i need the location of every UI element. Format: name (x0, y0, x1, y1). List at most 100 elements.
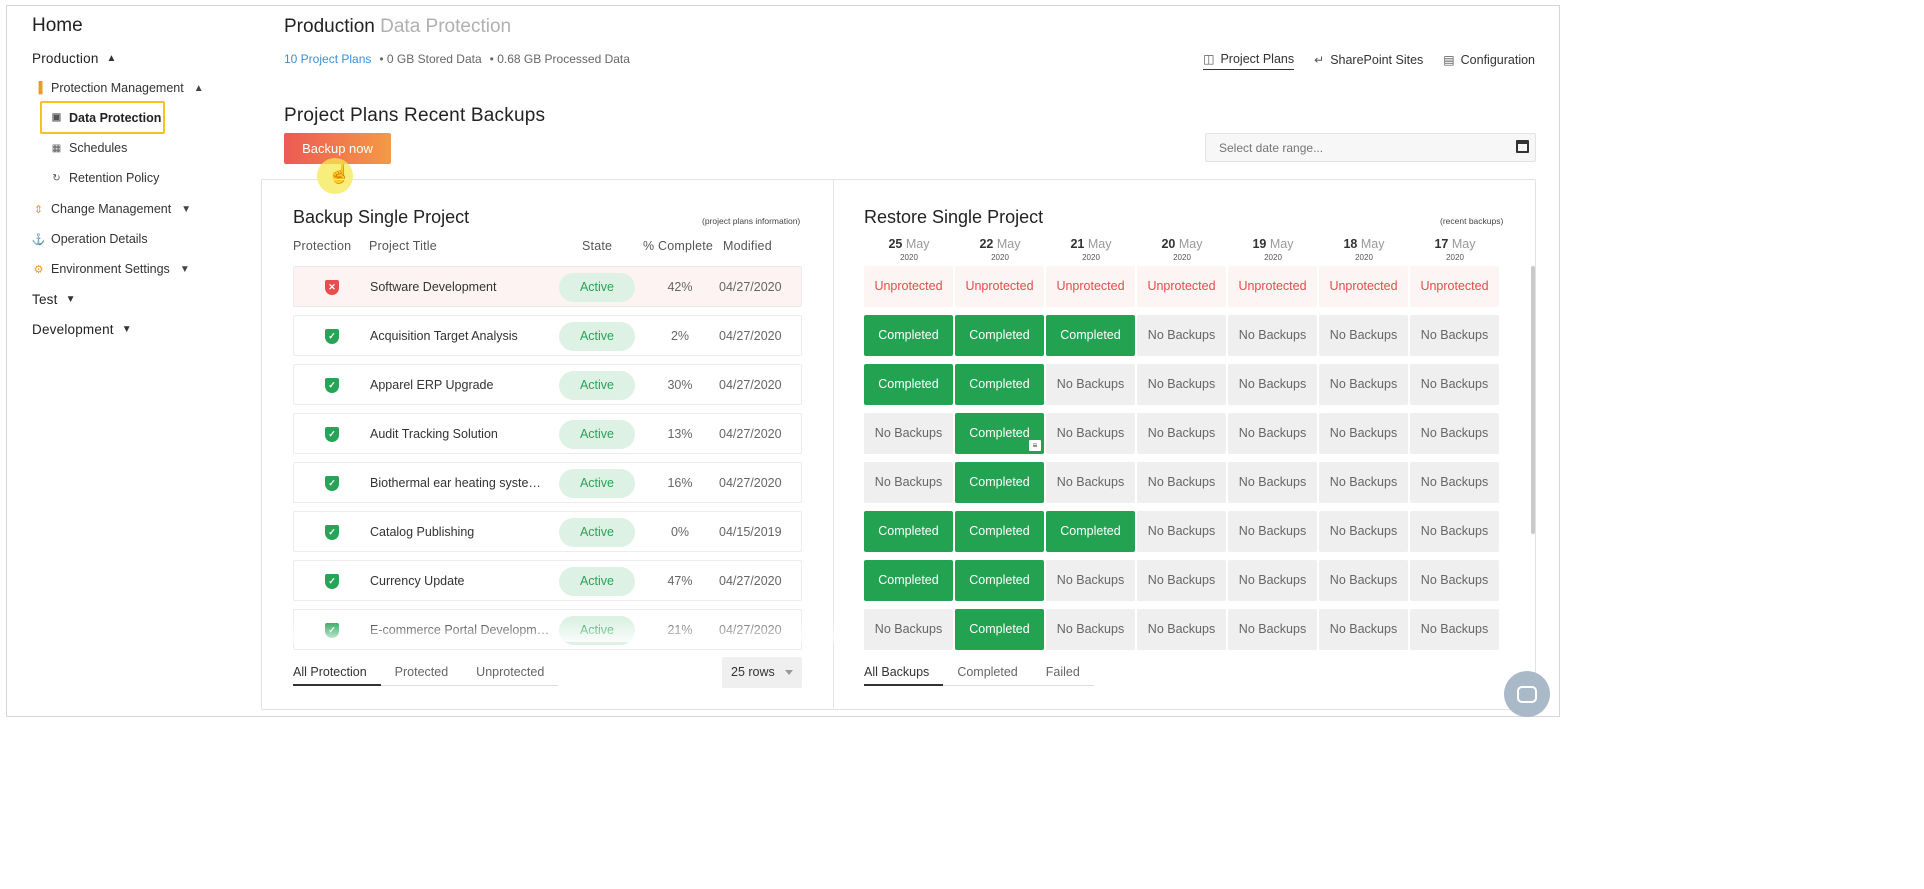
backup-cell: No Backups (1228, 315, 1317, 356)
backup-cell: No Backups (1319, 364, 1408, 405)
backup-cell[interactable]: Completed (864, 364, 953, 405)
chevron-up-icon: ▲ (193, 82, 204, 94)
nav-schedules[interactable]: ▦ Schedules (50, 141, 128, 155)
filter-all-protection[interactable]: All Protection (293, 665, 381, 686)
backup-cell[interactable]: Completed (1046, 511, 1135, 552)
col-project-title[interactable]: Project Title (369, 239, 437, 253)
backup-cell[interactable]: Completed (864, 511, 953, 552)
date-day: 25 May (864, 237, 954, 251)
backup-cell: Unprotected (1137, 266, 1226, 307)
table-row[interactable]: ✓ Acquisition Target Analysis Active 2% 04/2… (293, 315, 802, 356)
date-day-number: 25 (888, 237, 903, 251)
filter-failed[interactable]: Failed (1031, 665, 1094, 686)
filter-all-backups[interactable]: All Backups (864, 665, 944, 686)
table-row[interactable]: ✓ Catalog Publishing Active 0% 04/15/2019 (293, 511, 802, 552)
col-modified[interactable]: Modified (723, 239, 772, 253)
date-year: 2020 (1355, 253, 1373, 262)
backup-cell[interactable]: Completed (955, 560, 1044, 601)
backup-cell: No Backups (864, 413, 953, 454)
backup-cell: No Backups (1137, 315, 1226, 356)
backup-cell[interactable]: Completed (864, 315, 953, 356)
backup-cell[interactable]: Completed (955, 511, 1044, 552)
nav-operation-details[interactable]: ⚓ Operation Details (32, 232, 148, 246)
project-title-cell[interactable]: Apparel ERP Upgrade (370, 378, 494, 392)
tab-project-plans-label: Project Plans (1220, 52, 1295, 66)
nav-production-label: Production (32, 51, 99, 66)
col-protection[interactable]: Protection (293, 239, 352, 253)
backup-cell: No Backups (1410, 511, 1499, 552)
project-title-cell[interactable]: Software Development (370, 280, 497, 294)
table-row[interactable]: ✕ Software Development Active 42% 04/27/2020 (293, 266, 802, 307)
nav-data-protection-label: Data Protection (69, 110, 162, 125)
filter-protected[interactable]: Protected (380, 665, 463, 686)
project-plans-link[interactable]: 10 Project Plans (284, 52, 372, 66)
date-range-input[interactable] (1205, 133, 1536, 162)
project-title-cell[interactable]: Acquisition Target Analysis (370, 329, 518, 343)
backup-cell[interactable]: Completed (955, 364, 1044, 405)
backup-cell: Unprotected (955, 266, 1044, 307)
backup-cell: Unprotected (1046, 266, 1135, 307)
backup-cell[interactable]: Completed (955, 462, 1044, 503)
backup-cell: Unprotected (1319, 266, 1408, 307)
chevron-down-icon: ▼ (181, 203, 192, 215)
gear-icon: ⚙ (33, 263, 44, 276)
app-frame: Home Production ▲ ▐ Protection Managemen… (6, 5, 1560, 717)
filter-unprotected[interactable]: Unprotected (462, 665, 559, 686)
home-title[interactable]: Home (32, 15, 83, 36)
date-column-header: 18 May 2020 (1319, 237, 1409, 262)
nav-development[interactable]: Development ▼ (32, 322, 132, 337)
modified-cell: 04/27/2020 (719, 378, 782, 392)
chevron-down-icon: ▼ (121, 324, 132, 335)
state-badge: Active (559, 567, 635, 596)
chart-icon: ▐ (34, 82, 43, 94)
nav-protection-management[interactable]: ▐ Protection Management ▲ (32, 81, 204, 95)
backup-panel-title: Backup Single Project (293, 207, 470, 227)
backup-cell: No Backups (1410, 413, 1499, 454)
view-tabs: ◫ Project Plans ↵ SharePoint Sites ▤ Con… (1203, 52, 1535, 70)
backup-cell[interactable]: Completed (1046, 315, 1135, 356)
table-row[interactable]: ✓ Apparel ERP Upgrade Active 30% 04/27/2020 (293, 364, 802, 405)
tab-project-plans[interactable]: ◫ Project Plans (1203, 52, 1295, 70)
tab-configuration[interactable]: ▤ Configuration (1443, 52, 1535, 70)
modified-cell: 04/27/2020 (719, 476, 782, 490)
calendar-icon[interactable] (1516, 140, 1529, 153)
nav-test[interactable]: Test ▼ (32, 292, 76, 307)
nav-environment-settings[interactable]: ⚙ Environment Settings ▼ (32, 262, 190, 276)
backup-cell: No Backups (1046, 609, 1135, 650)
table-row[interactable]: ✓ Currency Update Active 47% 04/27/2020 (293, 560, 802, 601)
col-percent-complete[interactable]: % Complete (643, 239, 714, 253)
project-title-cell[interactable]: Catalog Publishing (370, 525, 475, 539)
backup-cell[interactable]: Completed (864, 560, 953, 601)
tab-sharepoint-sites[interactable]: ↵ SharePoint Sites (1314, 52, 1423, 70)
shield-check-icon: ✓ (325, 329, 339, 344)
details-icon[interactable]: ≡ (1029, 440, 1041, 451)
table-row[interactable]: ✓ Biothermal ear heating system ... Active… (293, 462, 802, 503)
project-title-cell[interactable]: Currency Update (370, 574, 465, 588)
chat-button[interactable] (1504, 671, 1550, 717)
nav-change-management-label: Change Management (51, 202, 172, 216)
protection-filter-tabs: All Protection Protected Unprotected (293, 665, 559, 686)
nav-production[interactable]: Production ▲ (32, 51, 117, 66)
nav-data-protection[interactable]: ▣ Data Protection (40, 101, 165, 134)
backup-cell[interactable]: Completed ≡ (955, 413, 1044, 454)
date-day: 17 May (1410, 237, 1500, 251)
backup-cell[interactable]: Completed (955, 609, 1044, 650)
col-state[interactable]: State (582, 239, 613, 253)
backup-cell[interactable]: Completed (955, 315, 1044, 356)
backup-cell: No Backups (1228, 560, 1317, 601)
rows-per-page-select[interactable]: 25 rows (722, 657, 802, 688)
date-column-header: 17 May 2020 (1410, 237, 1500, 262)
filter-completed[interactable]: Completed (943, 665, 1032, 686)
nav-retention-policy[interactable]: ↻ Retention Policy (50, 171, 159, 185)
nav-change-management[interactable]: ⇕ Change Management ▼ (32, 202, 191, 216)
nav-development-label: Development (32, 322, 114, 337)
project-title-cell[interactable]: Biothermal ear heating system ... (370, 476, 550, 490)
percent-complete-cell: 42% (667, 280, 693, 294)
backup-cell: No Backups (1228, 462, 1317, 503)
table-row[interactable]: ✓ Audit Tracking Solution Active 13% 04/27/2… (293, 413, 802, 454)
date-month: May (1451, 237, 1476, 251)
backup-cell: No Backups (1046, 560, 1135, 601)
scrollbar[interactable] (1531, 266, 1535, 534)
modified-cell: 04/27/2020 (719, 280, 782, 294)
project-title-cell[interactable]: Audit Tracking Solution (370, 427, 498, 441)
